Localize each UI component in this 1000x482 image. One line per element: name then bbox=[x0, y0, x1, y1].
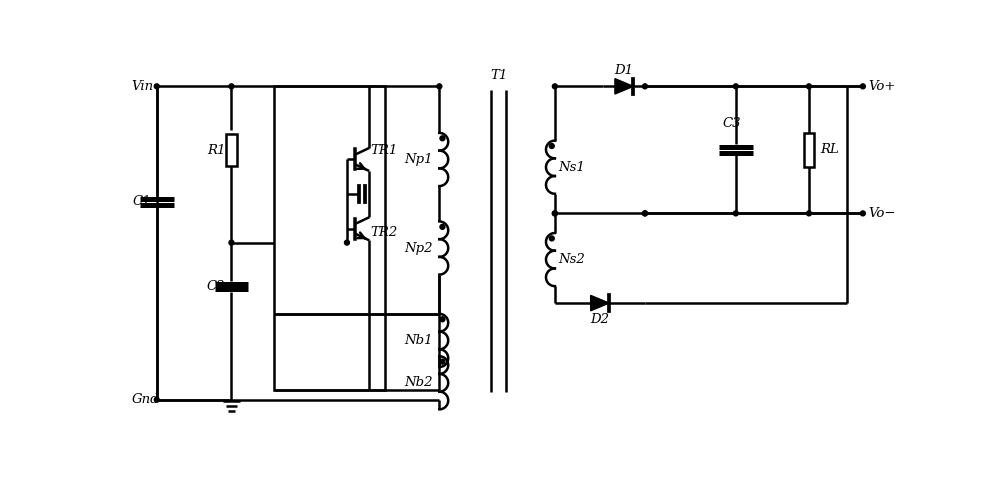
Circle shape bbox=[642, 211, 647, 216]
Circle shape bbox=[440, 317, 445, 321]
Circle shape bbox=[229, 240, 234, 245]
Circle shape bbox=[806, 211, 811, 216]
Circle shape bbox=[860, 211, 865, 216]
Circle shape bbox=[549, 236, 554, 241]
Circle shape bbox=[440, 225, 445, 229]
Text: TR2: TR2 bbox=[371, 226, 398, 239]
Text: C2: C2 bbox=[207, 280, 225, 293]
Bar bbox=[226, 134, 237, 166]
Text: Gnd: Gnd bbox=[131, 393, 159, 406]
Circle shape bbox=[642, 211, 647, 216]
Circle shape bbox=[154, 84, 159, 89]
Text: Nb2: Nb2 bbox=[405, 376, 433, 389]
Circle shape bbox=[733, 211, 738, 216]
Circle shape bbox=[154, 397, 159, 402]
Polygon shape bbox=[615, 79, 633, 94]
Circle shape bbox=[552, 211, 557, 216]
Bar bbox=[274, 86, 385, 390]
Polygon shape bbox=[591, 295, 609, 311]
Text: Np1: Np1 bbox=[405, 153, 433, 166]
Text: Vin: Vin bbox=[131, 80, 153, 93]
Text: TR1: TR1 bbox=[371, 144, 398, 157]
Circle shape bbox=[642, 84, 647, 89]
Text: Np2: Np2 bbox=[405, 241, 433, 254]
Circle shape bbox=[440, 136, 445, 141]
Text: D2: D2 bbox=[590, 313, 609, 326]
Circle shape bbox=[552, 84, 557, 89]
Text: Ns2: Ns2 bbox=[559, 253, 585, 266]
Circle shape bbox=[552, 211, 557, 216]
Text: R1: R1 bbox=[207, 144, 225, 157]
Circle shape bbox=[806, 84, 811, 89]
Circle shape bbox=[860, 84, 865, 89]
Text: C1: C1 bbox=[132, 195, 151, 208]
Circle shape bbox=[437, 84, 442, 89]
Circle shape bbox=[344, 240, 349, 245]
Circle shape bbox=[549, 144, 554, 148]
Text: T1: T1 bbox=[490, 69, 507, 82]
Text: Vo−: Vo− bbox=[868, 207, 896, 220]
Text: Ns1: Ns1 bbox=[559, 161, 585, 174]
Circle shape bbox=[733, 84, 738, 89]
Text: D1: D1 bbox=[615, 64, 634, 77]
Circle shape bbox=[440, 359, 445, 364]
Text: C3: C3 bbox=[723, 117, 741, 130]
Text: Nb1: Nb1 bbox=[405, 334, 433, 347]
Text: RL: RL bbox=[820, 143, 838, 156]
Circle shape bbox=[229, 84, 234, 89]
Text: Vo+: Vo+ bbox=[868, 80, 896, 93]
Bar bbox=[804, 133, 814, 167]
